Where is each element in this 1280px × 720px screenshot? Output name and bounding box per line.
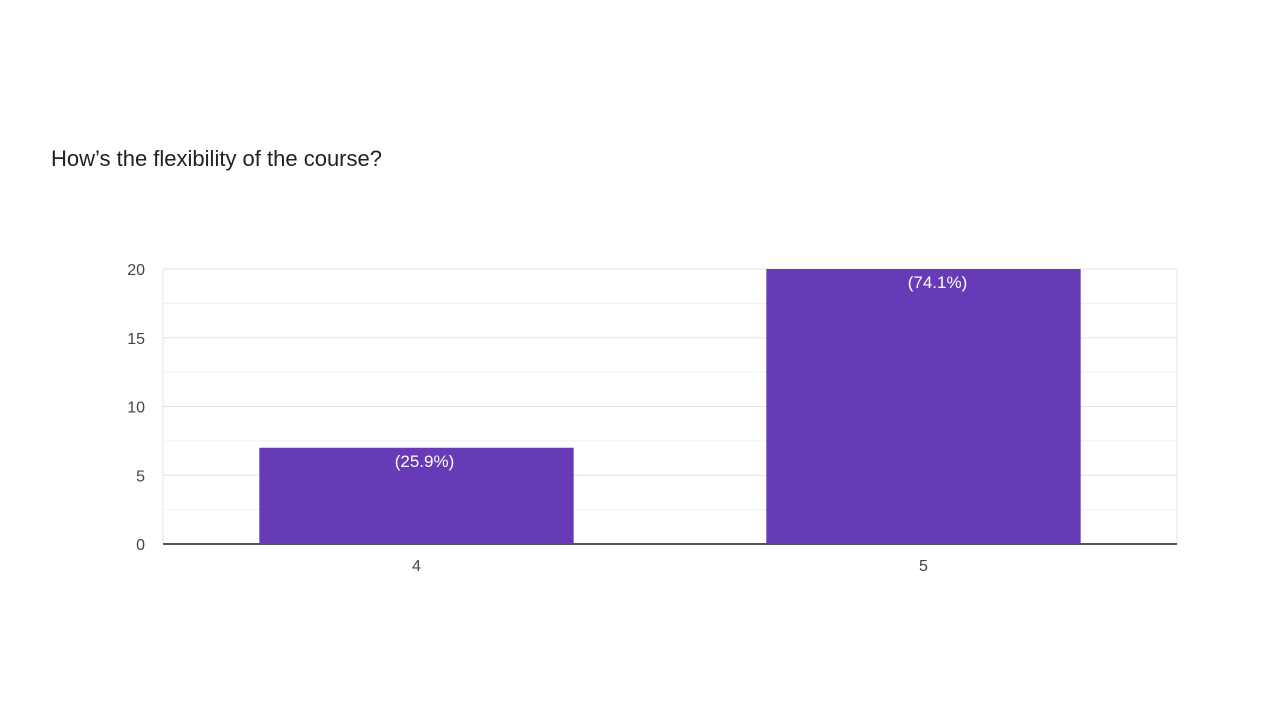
y-tick-label: 10 xyxy=(127,400,145,417)
page-title: How’s the flexibility of the course? xyxy=(51,146,382,171)
bar-5 xyxy=(766,269,1081,544)
y-tick-label: 20 xyxy=(127,262,145,279)
x-tick-label: 5 xyxy=(919,558,928,575)
y-tick-label: 0 xyxy=(136,537,145,554)
y-tick-label: 5 xyxy=(136,468,145,485)
bar-data-label: (25.9%) xyxy=(395,452,455,471)
y-axis-ticks: 0 5 10 15 20 xyxy=(127,262,145,554)
x-tick-label: 4 xyxy=(412,558,421,575)
bar-4 xyxy=(259,447,574,544)
chart-bars: (25.9%) (74.1%) xyxy=(259,269,1081,544)
bar-data-label: (74.1%) xyxy=(908,273,968,292)
y-tick-label: 15 xyxy=(127,331,145,348)
